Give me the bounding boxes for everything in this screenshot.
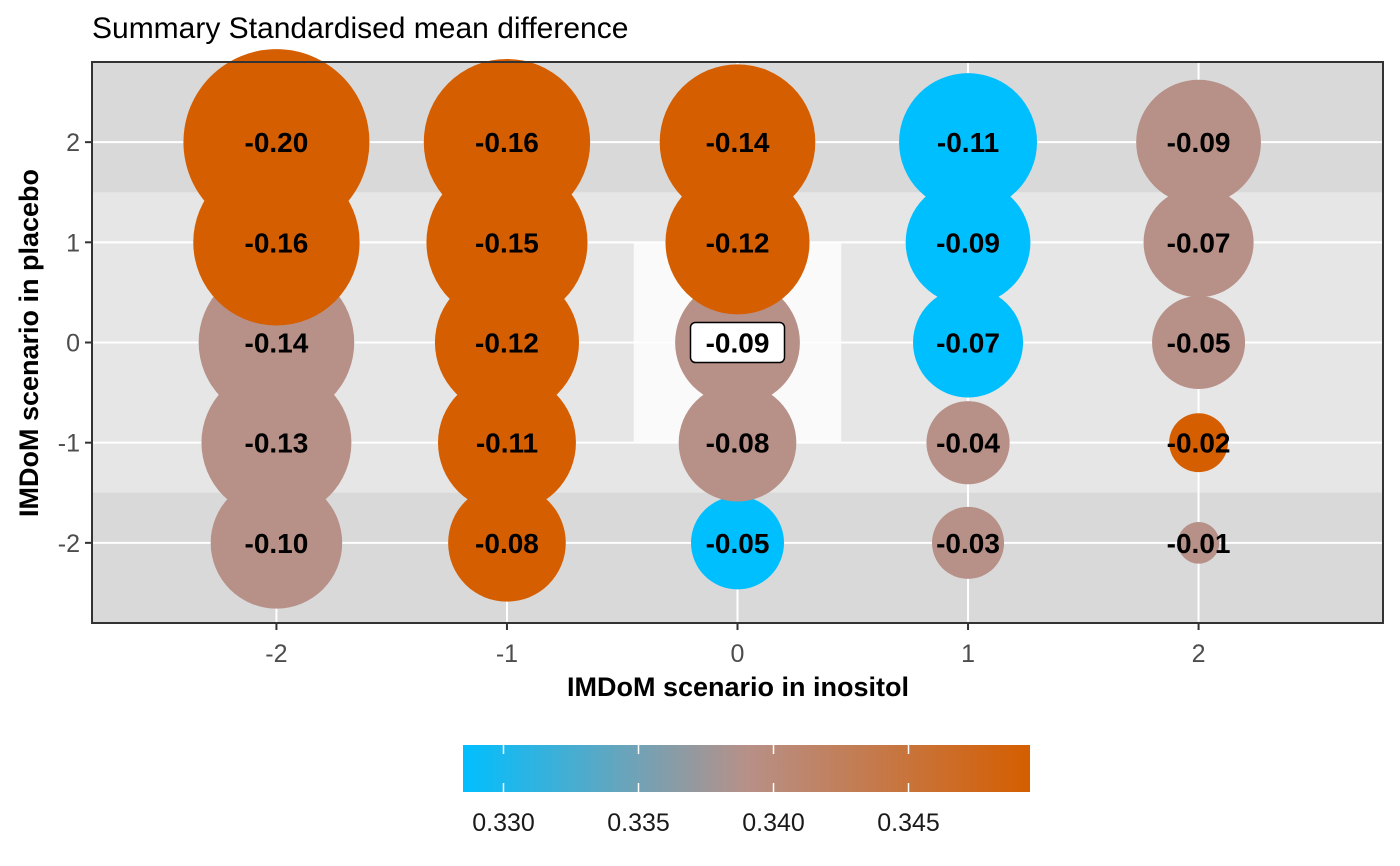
y-tick-label: 0 xyxy=(66,330,80,358)
bubble xyxy=(1136,79,1261,205)
value-label: -0.13 xyxy=(245,428,309,459)
value-label: -0.05 xyxy=(706,528,770,559)
bubble xyxy=(913,287,1024,398)
bubble xyxy=(691,496,784,590)
color-legend: 0.330 0.335 0.340 0.345 xyxy=(463,745,1030,837)
y-axis: -2 -1 0 1 2 xyxy=(58,129,92,558)
value-label: -0.14 xyxy=(706,127,770,158)
y-tick-label: -2 xyxy=(58,530,80,558)
bubble xyxy=(1169,413,1228,473)
colorbar-tick-label: 0.340 xyxy=(742,809,805,837)
bubble xyxy=(183,49,370,236)
bubble xyxy=(1152,296,1246,389)
x-tick-label: 1 xyxy=(961,640,975,668)
y-tick-label: 2 xyxy=(66,129,80,157)
bubble xyxy=(899,73,1038,212)
value-label: -0.10 xyxy=(245,528,309,559)
value-label: -0.11 xyxy=(476,428,538,459)
value-label: -0.07 xyxy=(1167,227,1231,258)
colorbar xyxy=(463,745,1030,792)
value-label: -0.15 xyxy=(475,227,539,258)
y-tick-label: 1 xyxy=(66,229,80,257)
value-label: -0.20 xyxy=(245,127,309,158)
y-tick-label: -1 xyxy=(58,430,80,458)
value-label: -0.11 xyxy=(937,127,999,158)
x-tick-label: -1 xyxy=(496,640,518,668)
bubble xyxy=(926,401,1010,485)
colorbar-tick-label: 0.335 xyxy=(607,809,670,837)
value-label: -0.12 xyxy=(706,227,770,258)
value-label: -0.07 xyxy=(936,328,1000,359)
value-label: -0.01 xyxy=(1167,528,1231,559)
x-tick-label: 2 xyxy=(1192,640,1206,668)
bubble xyxy=(1143,187,1254,298)
x-axis-title: IMDoM scenario in inositol xyxy=(567,672,909,702)
value-label: -0.12 xyxy=(475,328,539,359)
value-label: -0.08 xyxy=(475,528,539,559)
value-labels: -0.20 -0.16 -0.14 -0.11 -0.09 -0.16 -0.15 -0.12… xyxy=(245,127,1231,559)
value-label: -0.02 xyxy=(1167,428,1231,459)
bubble xyxy=(678,383,797,502)
y-axis-title: IMDoM scenario in placebo xyxy=(14,169,44,517)
x-tick-label: -2 xyxy=(265,640,287,668)
colorbar-tick-label: 0.330 xyxy=(472,809,535,837)
value-label: -0.09 xyxy=(706,328,770,359)
value-label: -0.08 xyxy=(706,428,770,459)
value-label: -0.09 xyxy=(1167,127,1231,158)
colorbar-tick-label: 0.345 xyxy=(877,809,940,837)
x-axis: -2 -1 0 1 2 xyxy=(265,623,1206,668)
bubble xyxy=(423,58,591,226)
chart-title: Summary Standardised mean difference xyxy=(92,12,628,45)
bubble xyxy=(659,64,816,220)
value-label: -0.03 xyxy=(936,528,1000,559)
x-tick-label: 0 xyxy=(731,640,745,668)
bubble xyxy=(437,373,576,512)
bubbles xyxy=(183,49,1261,609)
value-label: -0.05 xyxy=(1167,328,1231,359)
highlight-label-box xyxy=(689,321,786,364)
value-label: -0.14 xyxy=(245,328,309,359)
value-label: -0.16 xyxy=(475,127,539,158)
value-label: -0.16 xyxy=(245,227,309,258)
bubble xyxy=(932,506,1005,579)
bubble xyxy=(905,179,1031,305)
bubble xyxy=(448,484,566,602)
colorbar-ticks: 0.330 0.335 0.340 0.345 xyxy=(472,745,940,837)
value-label: -0.04 xyxy=(936,428,1000,459)
value-label: -0.09 xyxy=(936,227,1000,258)
bubble xyxy=(1177,522,1220,564)
